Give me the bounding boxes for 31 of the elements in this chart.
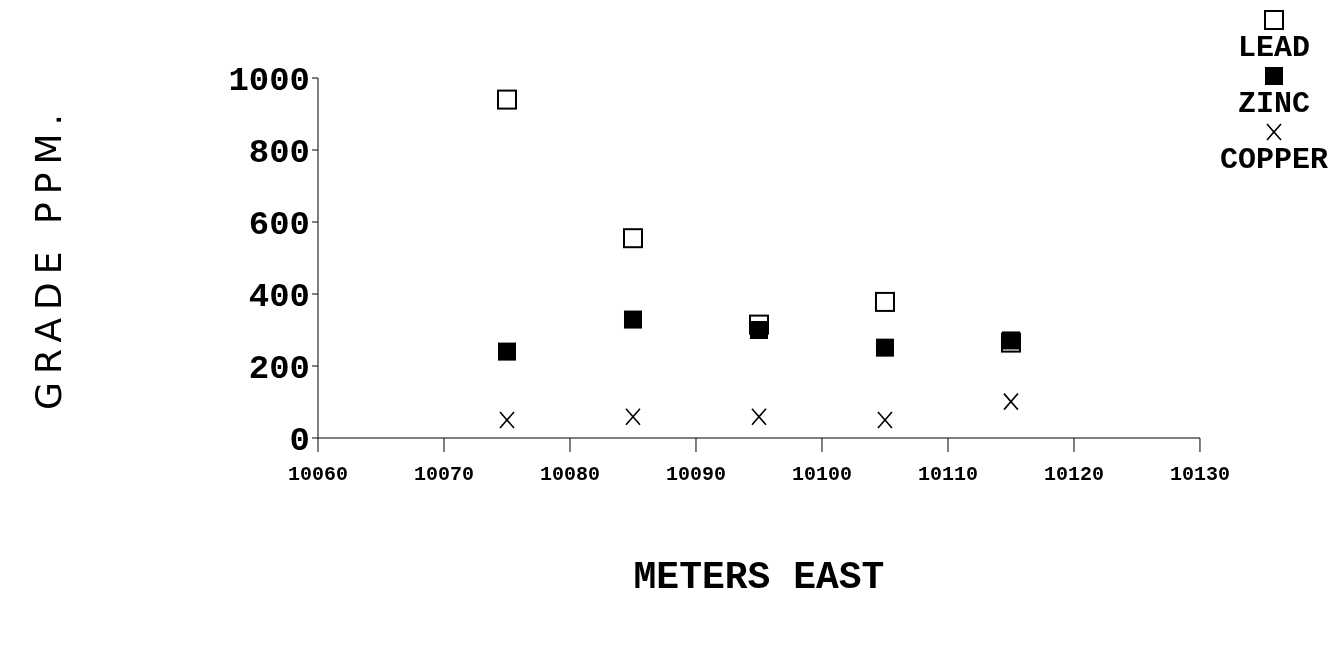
point (623, 310, 642, 329)
y-axis-title: GRADE PPM. (27, 106, 69, 410)
x-tick-label: 10100 (791, 463, 852, 487)
point (496, 89, 517, 110)
x-axis-title: METERS EAST (633, 556, 885, 599)
point (877, 411, 893, 429)
point (874, 291, 895, 312)
point (751, 407, 767, 426)
x-tick-label: 10120 (1043, 463, 1104, 487)
x-tick-label: 10090 (665, 463, 726, 487)
point (875, 338, 894, 357)
point (625, 407, 641, 426)
y-tick-label: 200 (248, 350, 310, 389)
x-tick-label: 10130 (1169, 463, 1230, 487)
y-tick-label: 1000 (228, 62, 310, 101)
legend-label: LEAD (1237, 31, 1310, 65)
y-tick-label: 0 (289, 422, 310, 461)
point (497, 342, 516, 361)
point (622, 228, 643, 249)
y-tick-label: 800 (248, 134, 310, 173)
x-tick-label: 10060 (287, 463, 349, 487)
x-tick-label: 10080 (539, 463, 600, 487)
legend-label: COPPER (1219, 143, 1328, 177)
point (1003, 392, 1019, 411)
y-tick-label: 600 (248, 206, 310, 245)
y-tick-label: 400 (248, 278, 310, 317)
x-tick-label: 10110 (917, 463, 978, 487)
point (499, 411, 515, 429)
point (749, 321, 768, 339)
x-tick-label: 10070 (413, 463, 474, 487)
legend-label: ZINC (1237, 87, 1310, 121)
